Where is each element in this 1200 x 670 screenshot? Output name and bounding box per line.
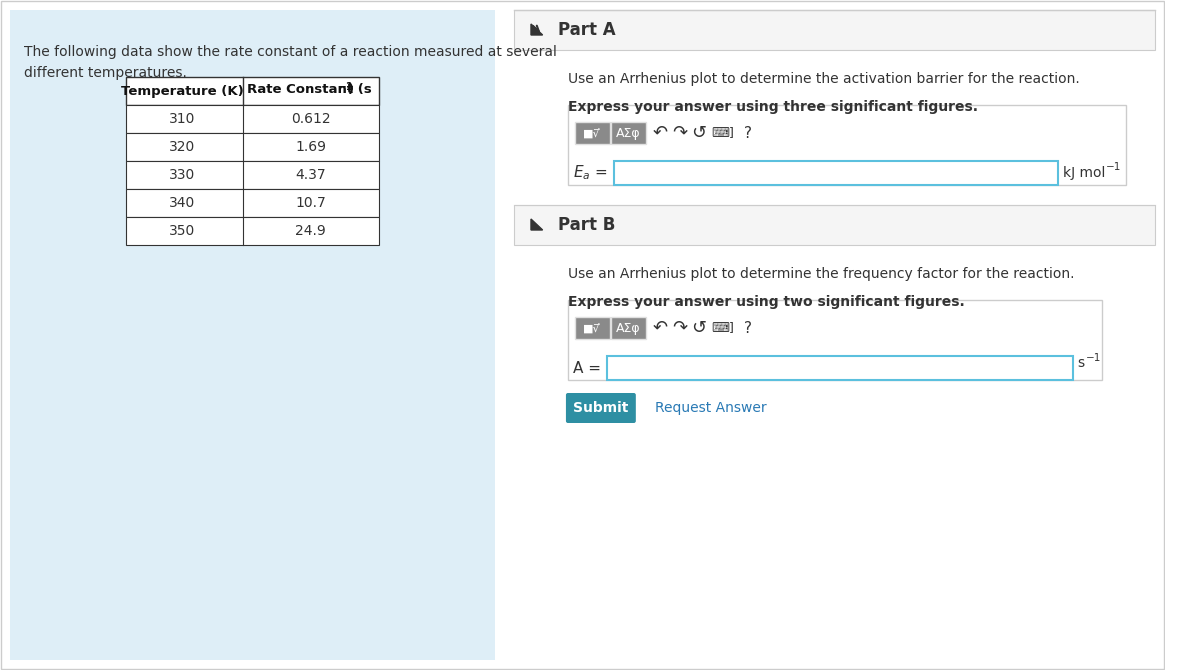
Text: ■√̅: ■√̅ — [583, 128, 601, 138]
Text: Use an Arrhenius plot to determine the frequency factor for the reaction.: Use an Arrhenius plot to determine the f… — [568, 267, 1074, 281]
FancyBboxPatch shape — [568, 105, 1126, 185]
Text: ■√̅: ■√̅ — [583, 323, 601, 333]
Text: AΣφ: AΣφ — [616, 322, 641, 334]
Text: 24.9: 24.9 — [295, 224, 326, 238]
Text: Part B: Part B — [558, 216, 616, 234]
FancyBboxPatch shape — [607, 356, 1073, 380]
Text: ): ) — [348, 82, 354, 96]
Text: Express your answer using three significant figures.: Express your answer using three signific… — [568, 100, 978, 114]
Text: 10.7: 10.7 — [295, 196, 326, 210]
FancyBboxPatch shape — [10, 10, 496, 660]
Text: 320: 320 — [169, 140, 196, 154]
Text: $E_a$ =: $E_a$ = — [572, 163, 607, 182]
FancyBboxPatch shape — [611, 122, 646, 144]
Text: A =: A = — [572, 360, 601, 375]
Text: s: s — [1078, 356, 1085, 370]
FancyBboxPatch shape — [126, 217, 378, 245]
Text: ↷: ↷ — [672, 124, 688, 142]
FancyBboxPatch shape — [515, 205, 1156, 245]
Text: ↺: ↺ — [691, 319, 707, 337]
Polygon shape — [530, 219, 542, 230]
Text: Request Answer: Request Answer — [655, 401, 767, 415]
FancyBboxPatch shape — [568, 300, 1102, 380]
Text: The following data show the rate constant of a reaction measured at several
diff: The following data show the rate constan… — [24, 45, 557, 80]
Text: Part A: Part A — [558, 21, 616, 39]
FancyBboxPatch shape — [575, 317, 610, 339]
Text: ↺: ↺ — [691, 124, 707, 142]
Text: Submit: Submit — [574, 401, 629, 415]
FancyBboxPatch shape — [126, 161, 378, 189]
Text: 1.69: 1.69 — [295, 140, 326, 154]
FancyBboxPatch shape — [611, 317, 646, 339]
Text: 330: 330 — [169, 168, 196, 182]
Text: Express your answer using two significant figures.: Express your answer using two significan… — [568, 295, 965, 309]
FancyBboxPatch shape — [126, 105, 378, 133]
Text: Use an Arrhenius plot to determine the activation barrier for the reaction.: Use an Arrhenius plot to determine the a… — [568, 72, 1080, 86]
FancyBboxPatch shape — [126, 77, 378, 105]
Text: kJ mol: kJ mol — [1063, 166, 1105, 180]
Text: ?: ? — [744, 125, 751, 141]
Text: ↷: ↷ — [672, 319, 688, 337]
Text: 340: 340 — [169, 196, 196, 210]
Text: −1: −1 — [338, 82, 354, 92]
FancyBboxPatch shape — [515, 10, 1156, 50]
Polygon shape — [530, 24, 542, 35]
Text: 4.37: 4.37 — [295, 168, 326, 182]
Text: ⌨]: ⌨] — [712, 127, 734, 139]
Text: ⌨]: ⌨] — [712, 322, 734, 334]
Text: −1: −1 — [1086, 353, 1102, 363]
Text: Temperature (K): Temperature (K) — [121, 84, 244, 98]
FancyBboxPatch shape — [126, 133, 378, 161]
FancyBboxPatch shape — [614, 161, 1058, 185]
Text: ↶: ↶ — [653, 124, 667, 142]
Text: Rate Constant (s: Rate Constant (s — [246, 82, 371, 96]
FancyBboxPatch shape — [575, 122, 610, 144]
Text: 0.612: 0.612 — [290, 112, 330, 126]
Text: −1: −1 — [1105, 162, 1121, 172]
FancyBboxPatch shape — [566, 393, 636, 423]
FancyBboxPatch shape — [126, 189, 378, 217]
Text: 350: 350 — [169, 224, 196, 238]
Text: ↶: ↶ — [653, 319, 667, 337]
Text: 310: 310 — [169, 112, 196, 126]
Text: ?: ? — [744, 320, 751, 336]
Text: AΣφ: AΣφ — [616, 127, 641, 139]
